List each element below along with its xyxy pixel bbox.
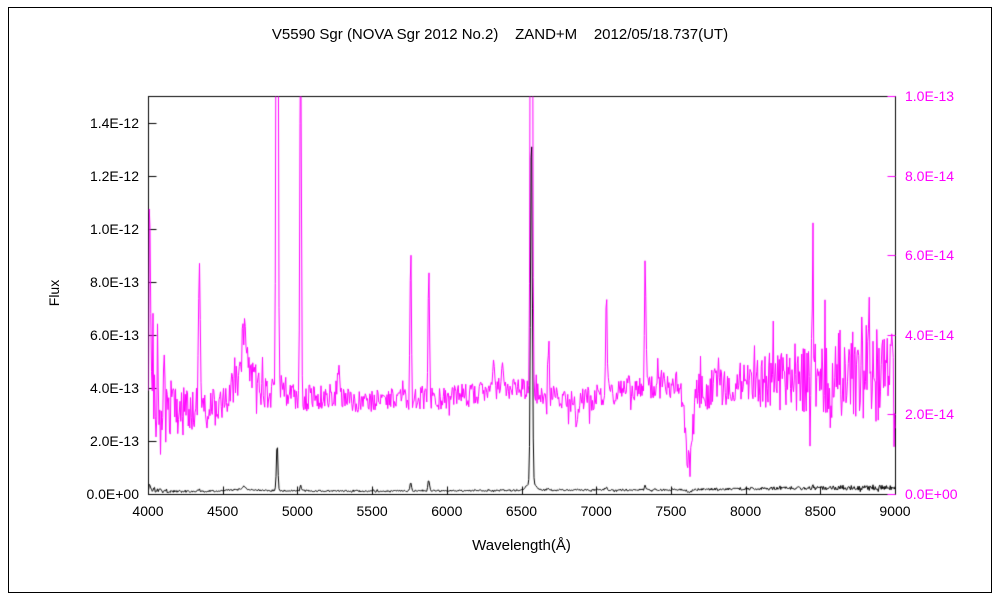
right-axis-tick-label: 6.0E-14 [905,247,955,264]
right-axis-tick-label: 1.0E-13 [905,88,955,104]
left-axis-tick-label: 1.4E-12 [89,114,139,131]
left-axis-tick-label: 8.0E-13 [89,273,139,290]
left-axis-tick-label: 0.0E+00 [86,486,139,502]
x-axis-tick-label: 5500 [356,503,388,519]
left-axis-tick-label: 1.0E-12 [89,220,139,237]
x-axis-tick-label: 8000 [730,503,762,519]
x-axis-tick-label: 6500 [505,503,538,519]
x-axis-tick-label: 8500 [804,503,836,519]
right-axis-tick-label: 0.0E+00 [905,486,958,502]
x-axis-tick-label: 5000 [281,503,313,519]
x-axis-tick-label: 4000 [132,503,164,519]
chart-title: V5590 Sgr (NOVA Sgr 2012 No.2) ZAND+M 20… [271,26,729,43]
y-axis-title: Flux [46,279,62,307]
x-axis-tick-label: 7500 [655,503,687,519]
right-axis-tick-label: 8.0E-14 [905,167,955,184]
right-axis-tick-label: 2.0E-14 [905,406,955,423]
x-axis-title: Wavelength(Å) [472,537,571,554]
x-axis-tick-label: 4500 [207,503,239,519]
x-axis-tick-label: 6000 [431,503,463,519]
x-axis-tick-label: 9000 [879,503,911,519]
left-axis-tick-label: 6.0E-13 [89,326,139,343]
left-axis-tick-label: 4.0E-13 [89,379,139,396]
x-axis-tick-label: 7000 [580,503,612,519]
right-axis-tick-label: 4.0E-14 [905,326,955,343]
left-axis-tick-label: 1.2E-12 [89,167,139,184]
left-axis-tick-label: 2.0E-13 [89,432,139,449]
